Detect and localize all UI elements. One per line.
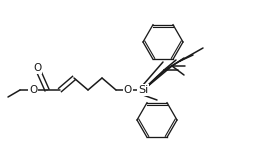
Text: O: O <box>29 85 37 95</box>
Text: Si: Si <box>138 85 148 95</box>
Text: O: O <box>33 63 41 73</box>
Text: O: O <box>124 85 132 95</box>
